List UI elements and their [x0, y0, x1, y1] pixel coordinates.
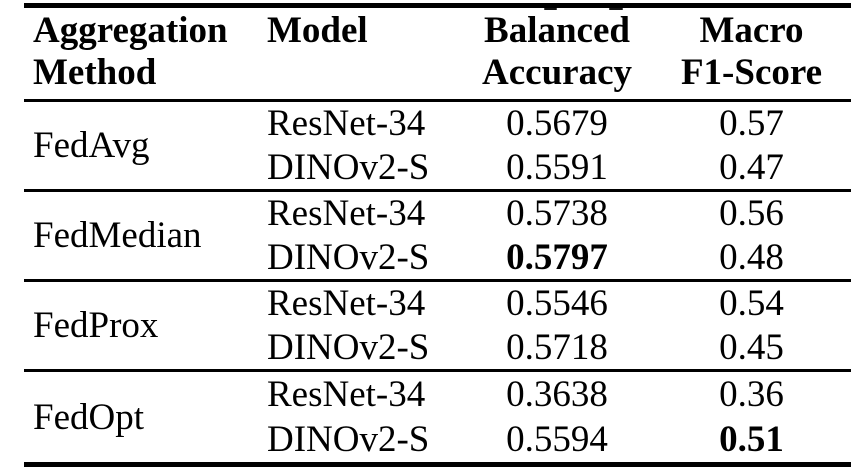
header-line: Accuracy	[482, 52, 632, 93]
header-line: Method	[33, 52, 157, 93]
group-fedprox: FedProx ResNet-34 0.5546 0.54 DINOv2-S 0…	[24, 281, 851, 371]
balanced-accuracy-cell: 0.5738	[506, 193, 608, 235]
table-row: FedOpt ResNet-34 0.3638 0.36	[24, 371, 851, 438]
col-header-aggregation-method: Aggregation Method	[24, 6, 267, 101]
cropped-caption-descender	[609, 7, 623, 10]
macro-f1-cell: 0.48	[719, 236, 784, 278]
col-header-macro-f1: Macro F1-Score	[652, 6, 851, 101]
table-row: DINOv2-S 0.5797 0.48	[24, 236, 851, 281]
header-line: Macro	[699, 10, 804, 51]
col-header-balanced-accuracy: Balanced Accuracy	[462, 6, 652, 101]
model-cell: ResNet-34	[267, 103, 426, 145]
cropped-caption-descender	[544, 7, 557, 10]
macro-f1-cell: 0.36	[719, 374, 784, 415]
method-label: FedMedian	[33, 215, 202, 256]
group-fedavg: FedAvg ResNet-34 0.5679 0.57 DINOv2-S 0.…	[24, 101, 851, 191]
macro-f1-cell: 0.47	[719, 146, 784, 188]
macro-f1-cell: 0.45	[719, 326, 784, 368]
table-header: Aggregation Method Model Balanced Accura…	[24, 6, 851, 101]
group-fedmedian: FedMedian ResNet-34 0.5738 0.56 DINOv2-S…	[24, 191, 851, 281]
model-cell: DINOv2-S	[267, 146, 430, 188]
model-cell: ResNet-34	[267, 193, 426, 235]
table-row: FedMedian ResNet-34 0.5738 0.56	[24, 191, 851, 256]
balanced-accuracy-cell: 0.3638	[506, 374, 608, 415]
header-line: Model	[267, 10, 368, 51]
method-label: FedOpt	[33, 396, 144, 438]
model-cell: ResNet-34	[267, 283, 426, 325]
balanced-accuracy-cell: 0.5679	[506, 103, 608, 145]
macro-f1-cell: 0.57	[719, 103, 784, 145]
macro-f1-cell: 0.56	[719, 193, 784, 235]
macro-f1-cell-best: 0.51	[719, 419, 784, 460]
balanced-accuracy-cell: 0.5591	[506, 146, 608, 188]
balanced-accuracy-cell: 0.5594	[506, 419, 608, 460]
balanced-accuracy-cell: 0.5718	[506, 326, 608, 368]
table-row: DINOv2-S 0.5591 0.47	[24, 146, 851, 191]
col-header-model: Model	[267, 6, 462, 101]
header-line: F1-Score	[680, 52, 823, 93]
method-label: FedProx	[33, 305, 159, 346]
group-fedopt: FedOpt ResNet-34 0.3638 0.36 DINOv2-S 0.…	[24, 371, 851, 465]
model-cell: DINOv2-S	[267, 419, 430, 460]
model-cell: DINOv2-S	[267, 236, 430, 278]
model-cell: DINOv2-S	[267, 326, 430, 368]
method-label: FedAvg	[33, 125, 150, 166]
results-table: Aggregation Method Model Balanced Accura…	[24, 3, 851, 467]
header-line: Balanced	[484, 10, 630, 51]
table-row: DINOv2-S 0.5594 0.51	[24, 417, 851, 465]
table-row: FedProx ResNet-34 0.5546 0.54	[24, 281, 851, 346]
table-row: FedAvg ResNet-34 0.5679 0.57	[24, 101, 851, 166]
balanced-accuracy-cell: 0.5546	[506, 283, 608, 325]
model-cell: ResNet-34	[267, 374, 426, 415]
table-row: DINOv2-S 0.5718 0.45	[24, 326, 851, 371]
header-line: Aggregation	[33, 10, 228, 51]
balanced-accuracy-cell-best: 0.5797	[506, 236, 608, 278]
macro-f1-cell: 0.54	[719, 283, 784, 325]
